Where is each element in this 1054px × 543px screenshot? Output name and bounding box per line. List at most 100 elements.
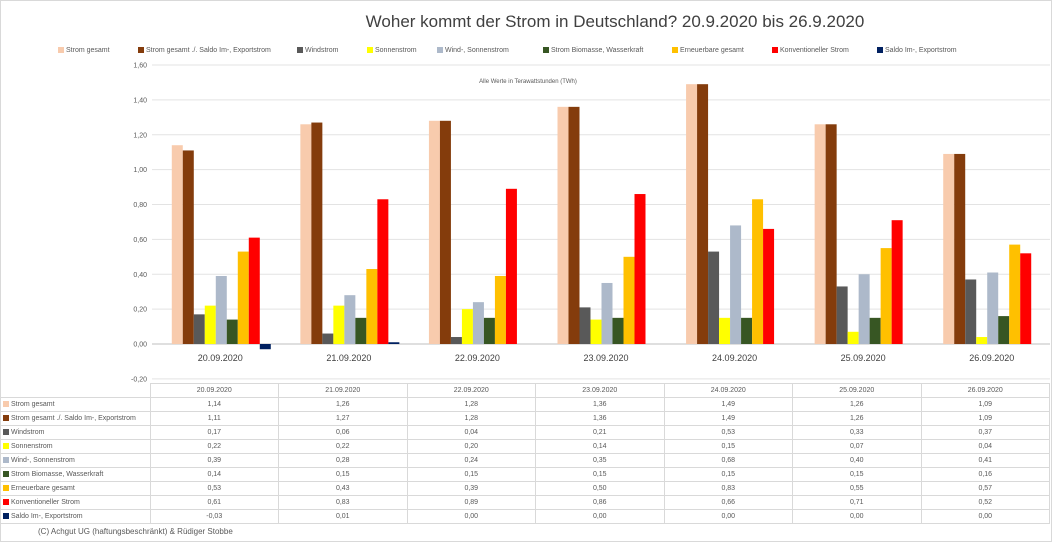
- table-cell: 1,27: [278, 411, 408, 426]
- table-cell: 0,21: [535, 425, 665, 440]
- table-cell: 1,09: [920, 411, 1050, 426]
- legend-label: Strom Biomasse, Wasserkraft: [551, 47, 644, 54]
- bar: [483, 317, 495, 344]
- table-row-label: Windstrom: [0, 425, 151, 440]
- table-cell: 0,83: [663, 481, 793, 496]
- table-column-header: 25.09.2020: [792, 383, 922, 398]
- table-cell: 1,49: [663, 397, 793, 412]
- legend-swatch: [58, 47, 64, 53]
- bar: [965, 279, 977, 344]
- table-cell: 0,00: [663, 509, 793, 524]
- y-tick-label: 1,20: [133, 132, 147, 139]
- table-cell: 0,86: [535, 495, 665, 510]
- y-tick-label: 1,40: [133, 97, 147, 104]
- table-row: Strom gesamt 1,14 1,26 1,28 1,36 1,49 1,26 1,09: [0, 397, 1050, 412]
- bar: [428, 120, 440, 344]
- bar: [998, 316, 1010, 344]
- table-cell: 0,55: [792, 481, 922, 496]
- bar: [976, 337, 988, 344]
- bar: [248, 237, 260, 344]
- table-cell: 1,11: [149, 411, 279, 426]
- table-cell: 0,01: [278, 509, 408, 524]
- table-cell: 1,36: [535, 397, 665, 412]
- bar: [719, 317, 731, 344]
- legend-label: Konventioneller Strom: [780, 47, 849, 54]
- table-row: Strom Biomasse, Wasserkraft 0,14 0,15 0,15 0…: [0, 467, 1050, 482]
- legend-swatch: [543, 47, 549, 53]
- y-tick-label: 0,40: [133, 272, 147, 279]
- legend-item: Strom Biomasse, Wasserkraft: [543, 47, 643, 54]
- table-cell: 0,52: [920, 495, 1050, 510]
- table-header-row: 20.09.2020 21.09.2020 22.09.2020 23.09.2020…: [0, 383, 1050, 398]
- bar: [752, 199, 764, 344]
- legend-swatch: [3, 401, 9, 407]
- bar: [697, 84, 709, 345]
- bar: [237, 251, 249, 344]
- bar: [226, 319, 238, 344]
- legend-label: Sonnenstrom: [375, 47, 417, 54]
- bar: [461, 309, 473, 344]
- table-cell: 0,39: [406, 481, 536, 496]
- table-row-label: Saldo Im-, Exportstrom: [0, 509, 151, 524]
- table-row-label: Konventioneller Strom: [0, 495, 151, 510]
- table-column-header: 20.09.2020: [149, 383, 279, 398]
- table-row: Konventioneller Strom 0,61 0,83 0,89 0,86 0,6…: [0, 495, 1050, 510]
- table-cell: 0,14: [535, 439, 665, 454]
- bar: [259, 344, 271, 350]
- bar: [943, 153, 955, 344]
- bar: [204, 305, 216, 344]
- x-tick-label: 22.09.2020: [455, 353, 500, 363]
- chart-title: Woher kommt der Strom in Deutschland? 20…: [365, 12, 865, 31]
- table-cell: 1,36: [535, 411, 665, 426]
- data-table: 20.09.2020 21.09.2020 22.09.2020 23.09.2020…: [0, 383, 1050, 524]
- y-tick-label: 0,80: [133, 202, 147, 209]
- legend-item: Erneuerbare gesamt: [672, 47, 744, 54]
- table-cell: 0,15: [278, 467, 408, 482]
- table-column-header: 23.09.2020: [535, 383, 665, 398]
- legend-swatch: [3, 457, 9, 463]
- y-tick-label: 0,00: [133, 342, 147, 349]
- bar: [741, 317, 753, 344]
- bar: [377, 199, 389, 344]
- legend-item: Strom gesamt ./. Saldo Im-, Exportstrom: [138, 47, 271, 54]
- bar: [450, 337, 462, 344]
- bar: [686, 84, 698, 345]
- table-row-label: Strom gesamt: [0, 397, 151, 412]
- legend-swatch: [3, 415, 9, 421]
- table-row-label: Wind-, Sonnenstrom: [0, 453, 151, 468]
- table-cell: 0,40: [792, 453, 922, 468]
- table-cell: 0,15: [406, 467, 536, 482]
- legend-swatch: [3, 471, 9, 477]
- table-row: Strom gesamt ./. Saldo Im-, Exportstrom 1…: [0, 411, 1050, 426]
- bar: [579, 307, 591, 344]
- x-tick-label: 26.09.2020: [969, 353, 1014, 363]
- table-cell: 0,00: [535, 509, 665, 524]
- y-tick-label: -0,20: [131, 376, 147, 383]
- table-cell: 0,37: [920, 425, 1050, 440]
- table-cell: 0,66: [663, 495, 793, 510]
- table-row-label: Erneuerbare gesamt: [0, 481, 151, 496]
- bar: [880, 248, 892, 344]
- bar: [1020, 253, 1032, 344]
- legend: Strom gesamt Strom gesamt ./. Saldo Im-, …: [0, 47, 1054, 59]
- table-cell: 0,00: [920, 509, 1050, 524]
- table-cell: 1,14: [149, 397, 279, 412]
- table-cell: 0,00: [406, 509, 536, 524]
- table-cell: 0,68: [663, 453, 793, 468]
- bar: [472, 302, 484, 344]
- bar: [322, 333, 334, 344]
- table-cell: 0,07: [792, 439, 922, 454]
- bar: [623, 256, 635, 344]
- bar: [847, 331, 859, 344]
- table-cell: 0,41: [920, 453, 1050, 468]
- legend-swatch: [3, 485, 9, 491]
- legend-label: Wind-, Sonnenstrom: [445, 47, 509, 54]
- table-cell: 0,04: [920, 439, 1050, 454]
- legend-label: Windstrom: [305, 47, 339, 54]
- legend-swatch: [3, 429, 9, 435]
- table-column-header: 24.09.2020: [663, 383, 793, 398]
- bar: [612, 317, 624, 344]
- legend-swatch: [367, 47, 373, 53]
- bar: [825, 124, 837, 344]
